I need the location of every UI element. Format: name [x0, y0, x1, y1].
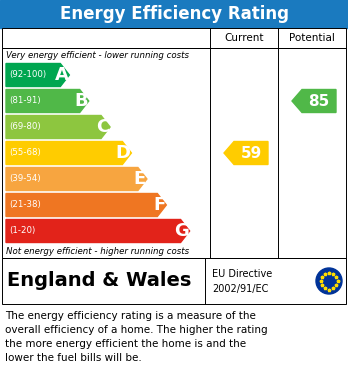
Text: (81-91): (81-91) — [9, 97, 41, 106]
Text: Potential: Potential — [289, 33, 335, 43]
Text: A: A — [54, 66, 68, 84]
Text: (39-54): (39-54) — [9, 174, 41, 183]
Polygon shape — [292, 90, 336, 113]
Polygon shape — [6, 115, 110, 138]
Text: the more energy efficient the home is and the: the more energy efficient the home is an… — [5, 339, 246, 349]
Polygon shape — [224, 142, 268, 165]
Text: Very energy efficient - lower running costs: Very energy efficient - lower running co… — [6, 50, 189, 59]
Text: 85: 85 — [308, 93, 330, 108]
Text: C: C — [96, 118, 109, 136]
Text: (69-80): (69-80) — [9, 122, 41, 131]
Text: (21-38): (21-38) — [9, 201, 41, 210]
Text: overall efficiency of a home. The higher the rating: overall efficiency of a home. The higher… — [5, 325, 268, 335]
Polygon shape — [6, 142, 132, 165]
Polygon shape — [6, 167, 147, 190]
Text: Current: Current — [224, 33, 264, 43]
Text: (55-68): (55-68) — [9, 149, 41, 158]
Polygon shape — [6, 63, 69, 86]
Text: Energy Efficiency Rating: Energy Efficiency Rating — [60, 5, 288, 23]
Circle shape — [316, 268, 342, 294]
Text: D: D — [116, 144, 130, 162]
Text: EU Directive: EU Directive — [212, 269, 272, 279]
Text: G: G — [174, 222, 189, 240]
Polygon shape — [6, 90, 89, 113]
Text: 59: 59 — [240, 145, 262, 160]
Text: 2002/91/EC: 2002/91/EC — [212, 284, 268, 294]
Text: (92-100): (92-100) — [9, 70, 46, 79]
Text: B: B — [74, 92, 88, 110]
Text: E: E — [134, 170, 146, 188]
Bar — [0, 0, 348, 28]
Polygon shape — [6, 194, 166, 217]
Text: Not energy efficient - higher running costs: Not energy efficient - higher running co… — [6, 246, 189, 255]
Text: F: F — [153, 196, 165, 214]
Text: The energy efficiency rating is a measure of the: The energy efficiency rating is a measur… — [5, 311, 256, 321]
Bar — [2, 28, 346, 48]
Bar — [2, 48, 346, 258]
Polygon shape — [6, 219, 190, 242]
Text: (1-20): (1-20) — [9, 226, 35, 235]
Text: England & Wales: England & Wales — [7, 271, 191, 291]
Text: lower the fuel bills will be.: lower the fuel bills will be. — [5, 353, 142, 363]
Bar — [2, 258, 346, 304]
